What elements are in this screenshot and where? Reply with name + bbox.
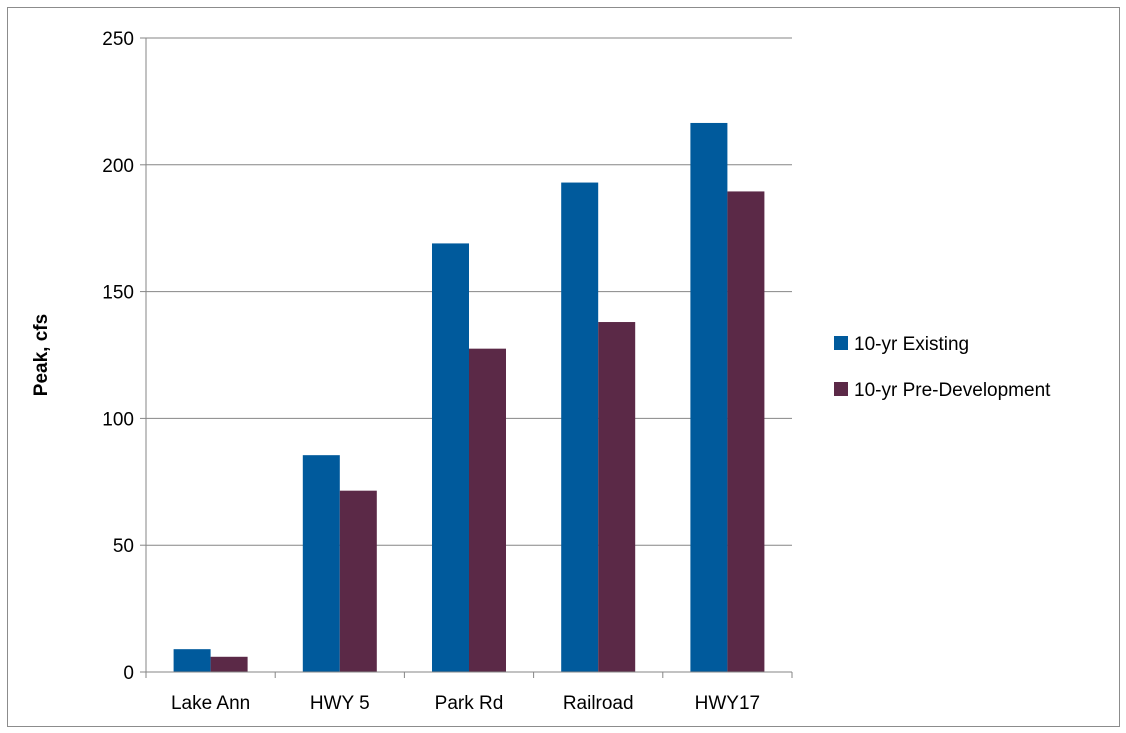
x-tick-labels: Lake Ann HWY 5 Park Rd Railroad HWY17 xyxy=(145,672,793,714)
bar-pre-development-4 xyxy=(727,191,765,673)
bar-existing-3 xyxy=(561,182,599,672)
bar-pre-development-3 xyxy=(598,322,636,672)
bar-pre-development-0 xyxy=(210,656,248,672)
bar-existing-1 xyxy=(302,455,340,672)
y-tick-label: 0 xyxy=(123,663,134,684)
x-tick-label: Park Rd xyxy=(435,693,504,714)
y-tick-label: 100 xyxy=(102,409,134,430)
y-tick-label: 250 xyxy=(102,29,134,50)
y-tick-label: 50 xyxy=(113,536,134,557)
y-tick-label: 200 xyxy=(102,156,134,177)
legend-label: 10-yr Pre-Development xyxy=(854,380,1051,401)
y-tick-labels: 0 50 100 150 200 250 xyxy=(102,29,134,684)
bar-existing-0 xyxy=(173,649,211,672)
x-tick-label: Lake Ann xyxy=(171,693,250,714)
x-tick-label: HWY 5 xyxy=(310,693,370,714)
bars xyxy=(173,122,765,673)
legend-label: 10-yr Existing xyxy=(854,334,969,355)
legend-swatch xyxy=(834,336,848,350)
bar-existing-2 xyxy=(432,243,469,672)
bar-pre-development-1 xyxy=(339,490,377,672)
x-tick-label: Railroad xyxy=(563,693,634,714)
y-tick-label: 150 xyxy=(102,283,134,304)
legend-swatch xyxy=(834,382,848,396)
legend: 10-yr Existing 10-yr Pre-Development xyxy=(834,334,1051,401)
bar-existing-4 xyxy=(690,122,728,673)
y-axis-label: Peak, cfs xyxy=(31,314,52,396)
bar-pre-development-2 xyxy=(469,348,506,672)
x-tick-label: HWY17 xyxy=(695,693,760,714)
